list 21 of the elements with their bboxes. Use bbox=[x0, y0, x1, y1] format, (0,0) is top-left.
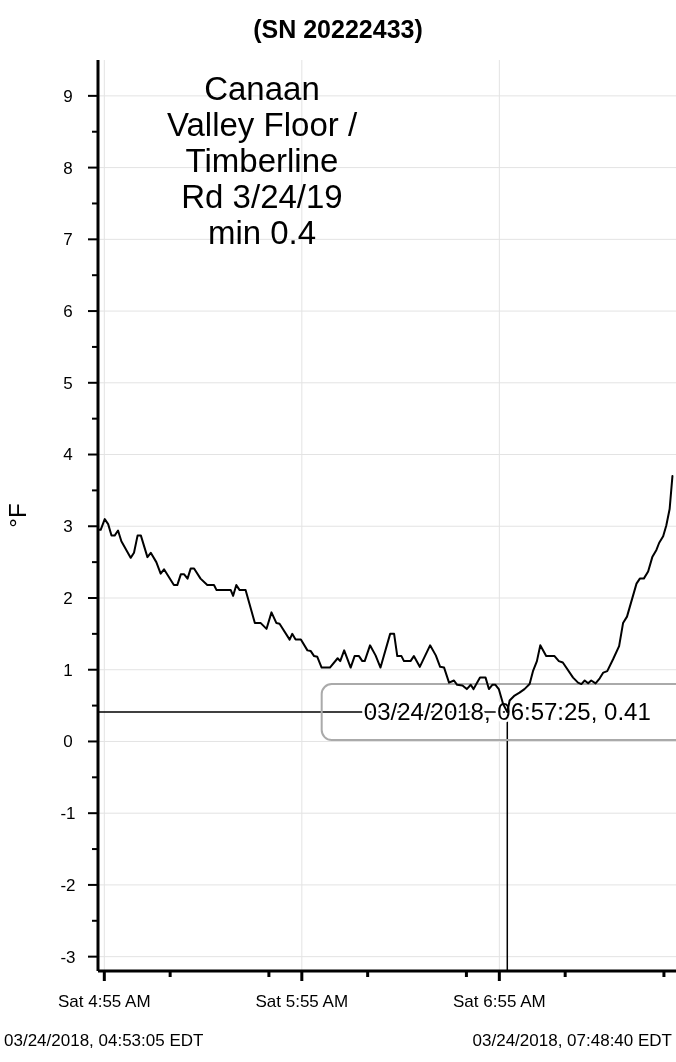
y-tick-label: 4 bbox=[63, 445, 73, 465]
y-tick-label: 5 bbox=[63, 373, 73, 393]
text: 03/24/2018, 04:53:05 EDT bbox=[4, 1031, 204, 1050]
x-tick-label: Sat 5:55 AM bbox=[255, 992, 349, 1011]
chart-title: (SN 20222433) bbox=[253, 15, 423, 43]
y-tick-label: 2 bbox=[63, 588, 73, 608]
y-tick-label: 8 bbox=[63, 158, 73, 178]
text: 03/24/2018, 07:48:40 EDT bbox=[472, 1031, 672, 1050]
y-tick-label: 9 bbox=[63, 86, 73, 106]
annotation: Canaan Valley Floor / Timberline Rd 3/24/19 min 0.4 bbox=[166, 70, 358, 251]
y-tick-label: -3 bbox=[60, 947, 76, 967]
y-tick-label: -1 bbox=[60, 804, 76, 824]
y-tick-label: 3 bbox=[63, 517, 73, 537]
y-tick-label: 6 bbox=[63, 302, 73, 322]
y-tick-label: 0 bbox=[63, 732, 73, 752]
y-tick-label: 1 bbox=[63, 660, 73, 680]
y-tick-label: -2 bbox=[60, 875, 76, 895]
y-tick-label: 7 bbox=[63, 230, 73, 250]
y-axis-title: °F bbox=[4, 503, 31, 528]
x-tick-label: Sat 6:55 AM bbox=[453, 992, 546, 1011]
x-tick-label: Sat 4:55 AM bbox=[58, 992, 151, 1011]
